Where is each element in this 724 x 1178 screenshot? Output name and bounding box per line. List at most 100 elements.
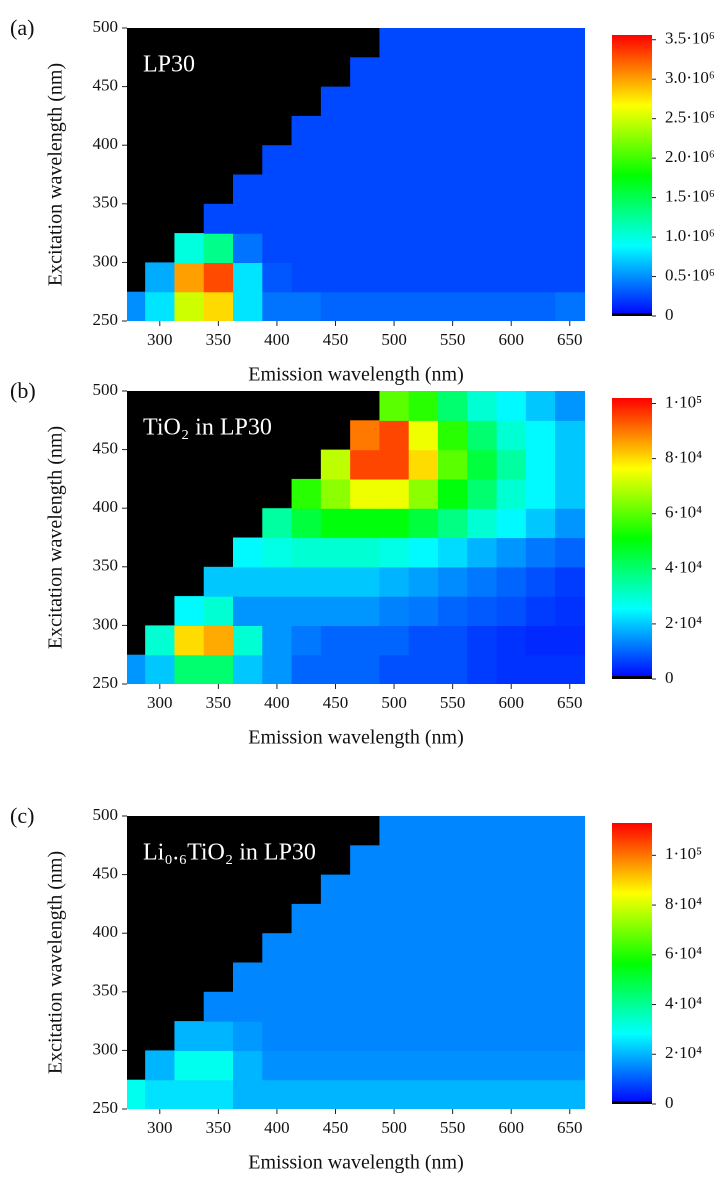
heat-cell (437, 420, 468, 451)
x-tick-label: 300 (147, 1118, 173, 1137)
heat-cell (379, 174, 410, 205)
heat-cell (233, 203, 263, 234)
heat-cell (525, 478, 556, 509)
heat-cell (437, 933, 468, 964)
x-tick-label: 650 (557, 693, 583, 712)
y-tick-label: 400 (93, 922, 119, 941)
heat-cell (496, 596, 527, 626)
colorbar-tick-label: 2·10⁴ (665, 1043, 702, 1062)
heat-cell (262, 174, 293, 205)
heat-cell (525, 28, 556, 58)
heat-cell (291, 291, 322, 321)
heat-cell (291, 478, 322, 509)
y-axis-label: Excitation wavelength (nm) (45, 851, 67, 1074)
heat-cell (408, 262, 439, 293)
heat-cell (262, 1079, 293, 1109)
heat-cell (525, 1050, 556, 1081)
heat-cell (467, 115, 498, 146)
colorbar-tick-label: 0 (665, 1093, 674, 1112)
heat-cell (467, 291, 498, 321)
heat-cell (437, 816, 468, 846)
heat-cell (437, 508, 468, 539)
heat-cell (496, 816, 527, 846)
heat-cell (262, 1050, 293, 1081)
x-axis-label: Emission wavelength (nm) (248, 364, 464, 386)
panel-title: LP30 (143, 52, 195, 78)
heat-cell (555, 903, 585, 934)
x-tick-label: 500 (381, 693, 407, 712)
heat-cell (350, 478, 381, 509)
heat-cell (174, 654, 205, 684)
heat-cell (262, 508, 293, 539)
colorbar-tick-label: 2·10⁴ (665, 613, 702, 632)
heat-cell (408, 115, 439, 146)
heat-cell (555, 625, 585, 656)
heat-cell (525, 174, 556, 205)
heat-cell (203, 654, 234, 684)
heat-cell (145, 625, 176, 656)
heat-cell (350, 874, 381, 905)
heat-cell (379, 1021, 410, 1051)
heat-cell (525, 449, 556, 480)
heat-cell (437, 845, 468, 876)
heat-cell (350, 508, 381, 539)
heat-cell (496, 174, 527, 205)
colorbar-tick-label: 4·10⁴ (665, 558, 702, 577)
heat-cell (262, 991, 293, 1022)
heat-cell (408, 1050, 439, 1081)
heat-cell (437, 262, 468, 293)
heat-cell (350, 962, 381, 993)
heat-cell (408, 933, 439, 964)
heat-cell (379, 28, 410, 58)
heat-cell (379, 391, 410, 421)
heat-cell (496, 991, 527, 1022)
heat-cell (437, 1079, 468, 1109)
heat-cell (496, 566, 527, 597)
heat-cell (145, 291, 176, 321)
heat-cell (291, 596, 322, 626)
heat-cell (320, 566, 351, 597)
heat-cell (496, 420, 527, 451)
heat-cell (262, 203, 293, 234)
heat-cell (379, 115, 410, 146)
heat-cell (496, 28, 527, 58)
heat-cell (320, 174, 351, 205)
heat-cell (525, 86, 556, 117)
y-tick-label: 500 (93, 805, 119, 824)
heat-cell (320, 478, 351, 509)
heat-cell (320, 874, 351, 905)
colorbar-tick-label: 2.5·10⁶ (665, 108, 715, 127)
heat-cell (555, 566, 585, 597)
heat-cell (467, 845, 498, 876)
heat-cell (145, 262, 176, 293)
heat-cell (437, 566, 468, 597)
heat-cell (350, 449, 381, 480)
y-tick-label: 500 (93, 17, 119, 36)
heat-cell (525, 291, 556, 321)
heat-cell (467, 903, 498, 934)
heat-cell (320, 203, 351, 234)
heat-cell (525, 962, 556, 993)
heat-cell (467, 537, 498, 568)
heat-cell (127, 291, 146, 321)
heat-cell (467, 420, 498, 451)
heat-cell (525, 537, 556, 568)
heat-cell (350, 262, 381, 293)
heat-cell (437, 654, 468, 684)
y-tick-label: 450 (93, 439, 119, 458)
heat-cell (467, 874, 498, 905)
heat-cell (496, 845, 527, 876)
heat-cell (496, 449, 527, 480)
colorbar-tick-label: 2.0·10⁶ (665, 147, 715, 166)
heat-cell (437, 291, 468, 321)
plot-area (127, 391, 585, 684)
heat-cell (408, 874, 439, 905)
x-tick-label: 350 (206, 693, 232, 712)
colorbar-tick-label: 1.5·10⁶ (665, 187, 715, 206)
colorbar-tick-label: 0 (665, 668, 674, 687)
heat-cell (525, 391, 556, 421)
x-tick-label: 300 (147, 693, 173, 712)
heat-cell (379, 508, 410, 539)
heat-cell (555, 449, 585, 480)
